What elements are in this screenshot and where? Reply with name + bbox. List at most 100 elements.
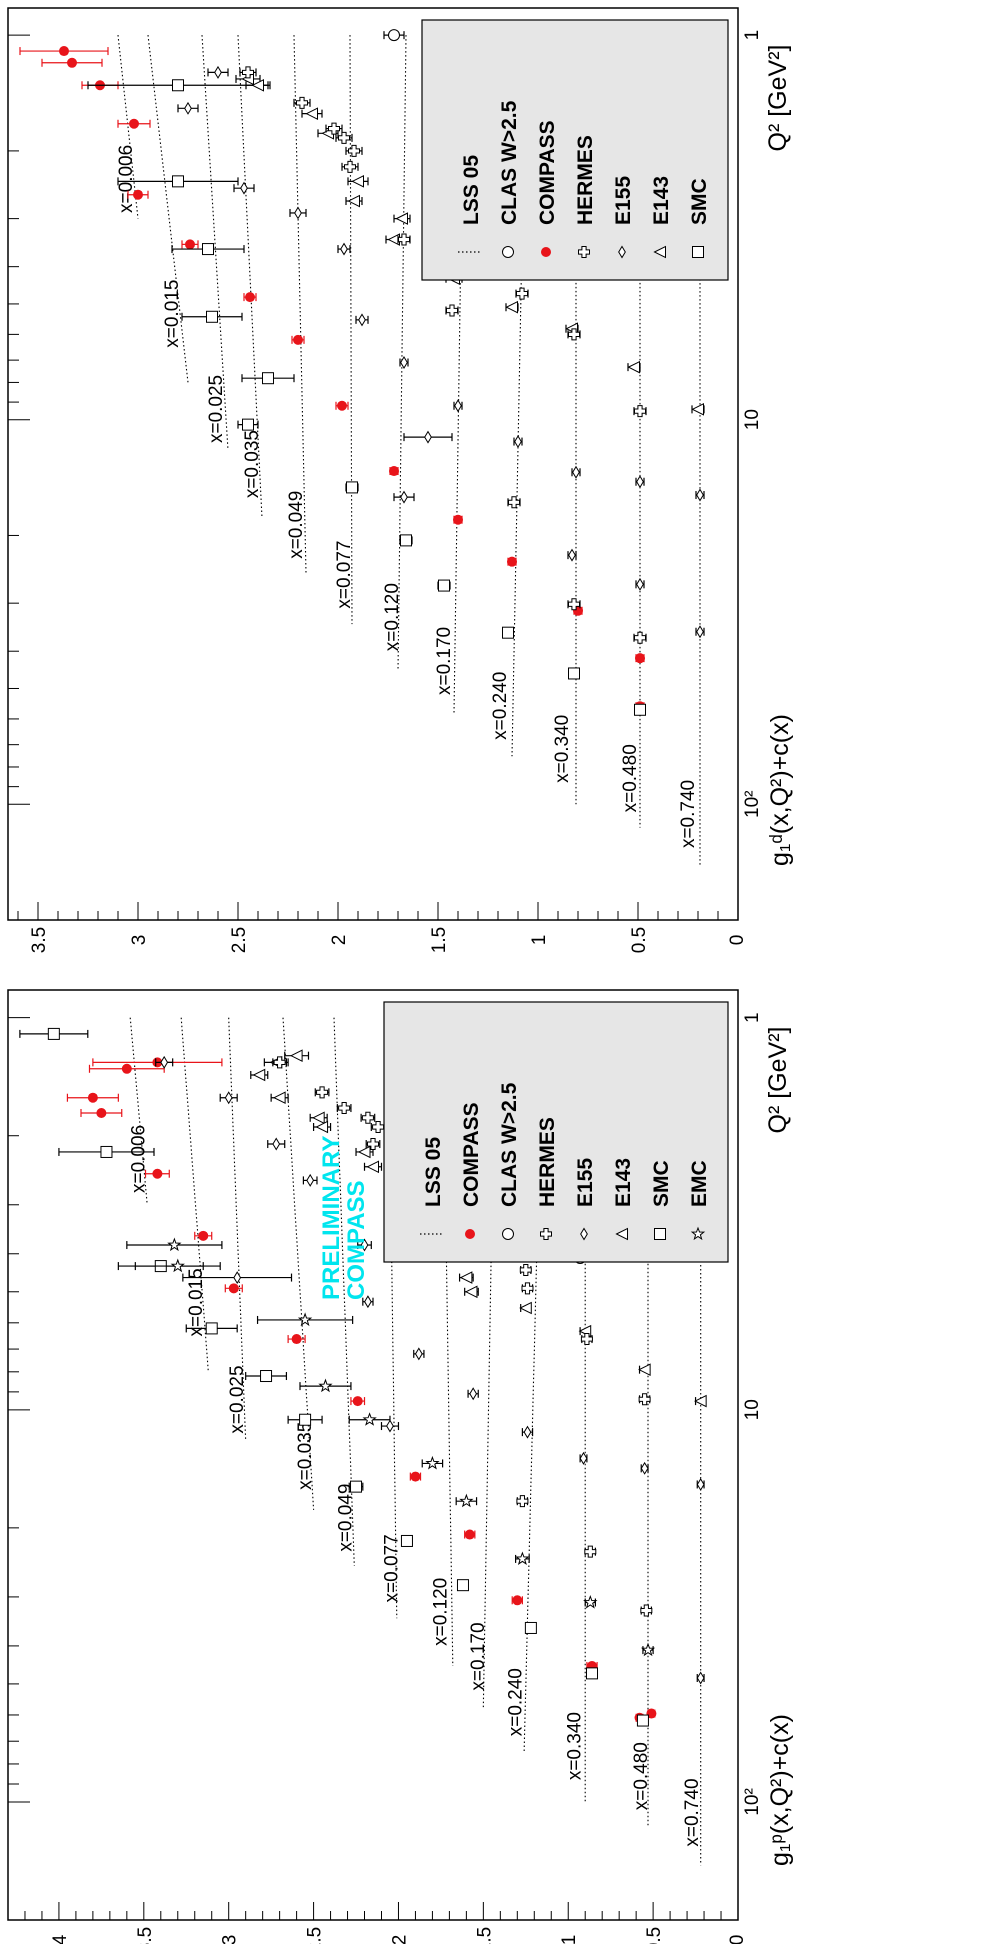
data-point-diamond bbox=[386, 1419, 394, 1433]
y-tick-label: 0.5 bbox=[629, 927, 650, 953]
data-point-diamond bbox=[294, 206, 302, 220]
data-point-diamond bbox=[306, 1173, 315, 1187]
y-tick-label: 3.5 bbox=[29, 927, 50, 953]
curve-label: x=0.120 bbox=[431, 1578, 452, 1646]
curve-label: x=0.077 bbox=[381, 1534, 402, 1602]
lss-curve bbox=[117, 35, 139, 219]
plot-frame bbox=[7, 989, 739, 1921]
curve-label: x=0.035 bbox=[242, 430, 263, 498]
legend-label: SMC bbox=[650, 1160, 673, 1207]
legend-marker bbox=[690, 1226, 706, 1241]
data-point-diamond bbox=[696, 625, 704, 639]
data-point-dot bbox=[185, 239, 195, 250]
data-point-dot bbox=[352, 1396, 363, 1407]
data-point-diamond bbox=[214, 65, 222, 79]
y-tick-label: 2 bbox=[329, 935, 350, 946]
data-point-dot bbox=[291, 1334, 302, 1345]
legend-marker bbox=[653, 245, 666, 259]
curve-label: x=0.015 bbox=[186, 1268, 207, 1336]
data-point-diamond bbox=[424, 430, 432, 444]
legend-label: CLAS W>2.5 bbox=[498, 1082, 521, 1207]
data-point-diamond bbox=[272, 1137, 281, 1151]
curve-label: x=0.120 bbox=[382, 583, 403, 651]
legend-label: COMPASS bbox=[460, 1102, 483, 1207]
data-point-square bbox=[205, 1322, 218, 1335]
lss-curve bbox=[397, 35, 407, 671]
data-point-cross bbox=[296, 96, 308, 109]
data-point-dot bbox=[245, 292, 255, 303]
y-tick-label: 3.5 bbox=[135, 1927, 156, 1944]
lss-curve bbox=[237, 35, 263, 518]
curve-label: x=0.240 bbox=[490, 672, 511, 740]
data-point-cross bbox=[273, 1056, 286, 1069]
data-point-diamond bbox=[568, 548, 576, 562]
data-point-cross bbox=[338, 1102, 351, 1115]
data-point-dot bbox=[464, 1529, 475, 1540]
legend-label: E155 bbox=[574, 1158, 597, 1207]
data-point-square bbox=[400, 534, 412, 547]
legend-box bbox=[421, 19, 729, 281]
data-point-diamond bbox=[696, 488, 704, 502]
data-point-diamond bbox=[360, 1238, 369, 1252]
data-point-diamond bbox=[233, 1271, 242, 1285]
curve-label: x=0.340 bbox=[565, 1712, 586, 1780]
data-point-dot bbox=[87, 1092, 98, 1103]
data-point-diamond bbox=[340, 242, 348, 256]
y-tick-label: 3 bbox=[129, 935, 150, 946]
data-point-diamond bbox=[400, 356, 408, 369]
curve-label: x=0.170 bbox=[434, 627, 455, 695]
data-point-dot bbox=[512, 1595, 523, 1606]
data-point-star bbox=[640, 1642, 656, 1657]
data-point-diamond bbox=[523, 1425, 532, 1439]
y-tick-label: 2.5 bbox=[229, 927, 250, 953]
legend-label: E143 bbox=[650, 176, 673, 225]
data-point-square bbox=[634, 703, 646, 716]
data-point-dot bbox=[96, 1107, 107, 1118]
data-point-triangle bbox=[289, 1049, 303, 1062]
data-point-triangle bbox=[305, 107, 318, 120]
data-point-square bbox=[524, 1621, 537, 1634]
y-tick-label: 1.5 bbox=[429, 927, 450, 953]
data-point-square bbox=[586, 1667, 598, 1680]
data-point-diamond bbox=[579, 1451, 588, 1465]
x-tick-label: 10² bbox=[742, 1788, 763, 1815]
data-point-square bbox=[262, 372, 274, 385]
data-point-cross bbox=[361, 1111, 374, 1124]
data-point-dot bbox=[453, 514, 463, 525]
lss-curve bbox=[333, 1017, 355, 1566]
curve-label: x=0.049 bbox=[336, 1484, 357, 1552]
y-tick-label: 3 bbox=[220, 1935, 241, 1944]
data-point-triangle bbox=[627, 360, 640, 374]
curve-label: x=0.340 bbox=[552, 715, 573, 783]
data-point-diamond bbox=[514, 435, 522, 449]
data-point-diamond bbox=[454, 399, 462, 413]
legend-box bbox=[383, 1001, 729, 1263]
data-point-dot bbox=[152, 1168, 163, 1179]
plot-frame bbox=[7, 7, 739, 921]
legend-label: EMC bbox=[688, 1160, 711, 1207]
data-point-square bbox=[350, 1480, 363, 1493]
data-point-diamond bbox=[160, 1055, 169, 1069]
data-point-triangle bbox=[694, 1394, 707, 1408]
lss-curve bbox=[293, 35, 307, 573]
data-point-triangle bbox=[464, 1285, 478, 1299]
data-point-diamond bbox=[572, 465, 580, 479]
data-point-star bbox=[318, 1378, 333, 1393]
lss-curve bbox=[228, 1017, 247, 1441]
data-point-square bbox=[206, 310, 218, 323]
x-tick-label: 10 bbox=[742, 409, 763, 430]
legend-marker bbox=[541, 247, 551, 257]
data-point-circle bbox=[388, 29, 400, 42]
legend-label: HERMES bbox=[536, 1117, 559, 1207]
data-point-cross bbox=[516, 287, 528, 300]
x-tick-label: 10² bbox=[742, 791, 763, 818]
data-point-star bbox=[425, 1455, 440, 1470]
data-point-dot bbox=[635, 653, 645, 664]
x-tick-label: 10 bbox=[742, 1399, 763, 1420]
data-point-diamond bbox=[469, 1387, 478, 1401]
data-point-diamond bbox=[696, 1671, 705, 1685]
lss-curve bbox=[349, 35, 353, 625]
curve-label: x=0.480 bbox=[620, 744, 641, 812]
y-tick-label: 1.5 bbox=[474, 1927, 495, 1944]
